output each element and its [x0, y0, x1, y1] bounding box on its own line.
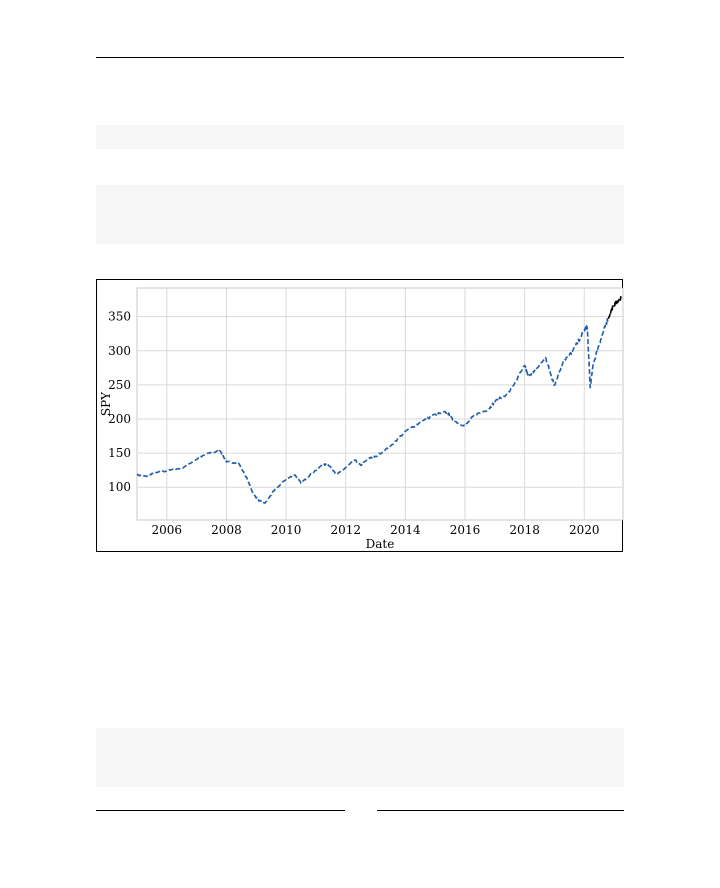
y-axis-label: SPY	[99, 391, 113, 416]
figure-frame: 2006 2008 2010 2012 2014 2016 2018 2020 100 150 2…	[96, 279, 624, 552]
footer-rule-left	[96, 810, 345, 811]
code-block	[96, 125, 624, 149]
spy-line-chart: 2006 2008 2010 2012 2014 2016 2018 2020 100 150 2…	[99, 287, 624, 551]
header-rule	[96, 57, 624, 58]
code-block	[96, 728, 624, 787]
y-tick-label: 250	[108, 378, 131, 392]
x-tick-label: 2010	[271, 523, 302, 537]
y-tick-label: 350	[108, 310, 131, 324]
grid-lines	[137, 288, 623, 520]
y-tick-label: 150	[108, 446, 131, 460]
y-tick-labels: 100 150 200 250 300 350	[108, 310, 131, 495]
x-tick-labels: 2006 2008 2010 2012 2014 2016 2018 2020	[152, 523, 600, 537]
x-tick-label: 2012	[330, 523, 361, 537]
plot-area	[136, 287, 624, 521]
x-axis-label: Date	[366, 537, 395, 551]
code-block	[96, 185, 624, 244]
series-group	[136, 294, 623, 504]
y-tick-label: 100	[108, 480, 131, 494]
x-tick-label: 2018	[509, 523, 540, 537]
y-tick-label: 200	[108, 412, 131, 426]
x-tick-label: 2014	[390, 523, 421, 537]
x-tick-label: 2016	[450, 523, 481, 537]
series-line-1	[607, 294, 623, 319]
x-tick-label: 2006	[152, 523, 183, 537]
footer-rule-right	[377, 810, 624, 811]
x-tick-label: 2020	[569, 523, 600, 537]
x-tick-label: 2008	[211, 523, 242, 537]
y-tick-label: 300	[108, 344, 131, 358]
series-line-0	[136, 317, 609, 504]
